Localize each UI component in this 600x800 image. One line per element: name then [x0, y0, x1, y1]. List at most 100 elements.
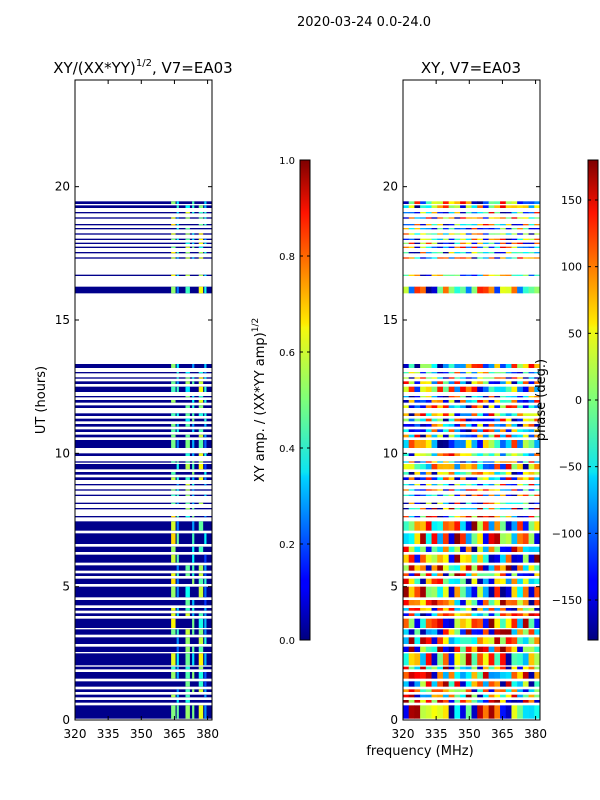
phase-cell [425, 521, 432, 531]
phase-cell [511, 233, 518, 235]
phase-cell [471, 516, 478, 518]
amplitude-cell [171, 666, 176, 670]
amplitude-cell [204, 586, 207, 598]
phase-cell [465, 381, 472, 384]
phase-cell [454, 364, 461, 368]
phase-cell [420, 613, 427, 616]
phase-cell [528, 653, 535, 666]
phase-cell [454, 381, 461, 384]
phase-cell [454, 400, 461, 403]
phase-cell [500, 705, 507, 719]
phase-cell [482, 600, 489, 606]
phase-cell [488, 434, 495, 438]
phase-cell [403, 565, 410, 571]
phase-cell [403, 689, 410, 692]
amplitude-cell [198, 386, 204, 392]
phase-cell [477, 508, 484, 510]
phase-cell [414, 242, 421, 244]
phase-cell [482, 228, 489, 230]
phase-cell [477, 453, 484, 456]
amplitude-cell [192, 238, 195, 240]
amplitude-row [75, 489, 212, 491]
amplitude-cell [171, 461, 176, 463]
phase-cell [511, 228, 518, 230]
phase-cell [425, 502, 432, 504]
phase-cell [505, 689, 512, 692]
phase-cell [420, 629, 427, 635]
phase-cell [448, 201, 455, 204]
phase-cell [425, 681, 432, 687]
phase-cell [505, 274, 512, 276]
phase-cell [517, 681, 524, 687]
amplitude-cell [176, 413, 179, 416]
amplitude-cell [171, 573, 176, 576]
amplitude-row [75, 578, 212, 584]
phase-cell [482, 608, 489, 611]
phase-cell [465, 508, 472, 510]
phase-cell [517, 212, 524, 214]
colorbar-tick-label: 0 [575, 394, 582, 407]
phase-cell [482, 533, 489, 544]
phase-cell [522, 238, 529, 240]
phase-cell [511, 546, 518, 552]
phase-cell [420, 429, 427, 432]
phase-cell [425, 418, 432, 422]
amplitude-row [75, 212, 212, 214]
phase-cell [494, 578, 501, 584]
phase-cell [500, 578, 507, 584]
phase-cell [414, 472, 421, 475]
phase-cell [420, 453, 427, 456]
phase-cell [488, 217, 495, 219]
left-title-exponent: 1/2 [136, 58, 152, 69]
phase-cell [460, 453, 467, 456]
phase-cell [494, 434, 501, 438]
phase-cell [500, 413, 507, 416]
phase-cell [511, 217, 518, 219]
phase-cell [494, 386, 501, 392]
phase-cell [517, 565, 524, 571]
phase-cell [522, 440, 529, 448]
phase-cell [500, 508, 507, 510]
phase-cell [517, 653, 524, 666]
colorbar-tick-label: −150 [552, 594, 582, 607]
phase-cell [460, 246, 467, 248]
phase-cell [505, 472, 512, 475]
phase-cell [488, 578, 495, 584]
phase-cell [425, 578, 432, 584]
amplitude-cell [204, 637, 207, 644]
amplitude-cell [198, 372, 204, 374]
phase-cell [442, 464, 449, 470]
amplitude-row [75, 224, 212, 226]
phase-cell [511, 224, 518, 226]
phase-cell [414, 672, 421, 679]
phase-cell [454, 646, 461, 652]
phase-cell [534, 246, 540, 248]
phase-cell [403, 484, 410, 486]
phase-cell [494, 477, 501, 480]
phase-cell [460, 429, 467, 432]
phase-cell [471, 212, 478, 214]
phase-cell [448, 386, 455, 392]
phase-cell [528, 613, 535, 616]
phase-cell [465, 477, 472, 480]
phase-cell [494, 396, 501, 398]
amplitude-cell [176, 461, 179, 463]
phase-cell [437, 546, 444, 552]
amplitude-cell [198, 396, 204, 398]
amplitude-cell [171, 489, 176, 491]
phase-cell [420, 212, 427, 214]
amplitude-cell [198, 613, 204, 616]
phase-cell [408, 508, 415, 510]
phase-cell [505, 573, 512, 576]
phase-cell [511, 400, 518, 403]
phase-cell [460, 286, 467, 294]
phase-cell [403, 477, 410, 480]
right-colorbar-label: phase (deg.) [534, 359, 549, 441]
phase-cell [465, 440, 472, 448]
phase-cell [471, 205, 478, 208]
phase-cell [488, 689, 495, 692]
phase-cell [494, 201, 501, 204]
amplitude-row [75, 600, 212, 606]
amplitude-cell [176, 212, 179, 214]
amplitude-cell [176, 705, 179, 719]
